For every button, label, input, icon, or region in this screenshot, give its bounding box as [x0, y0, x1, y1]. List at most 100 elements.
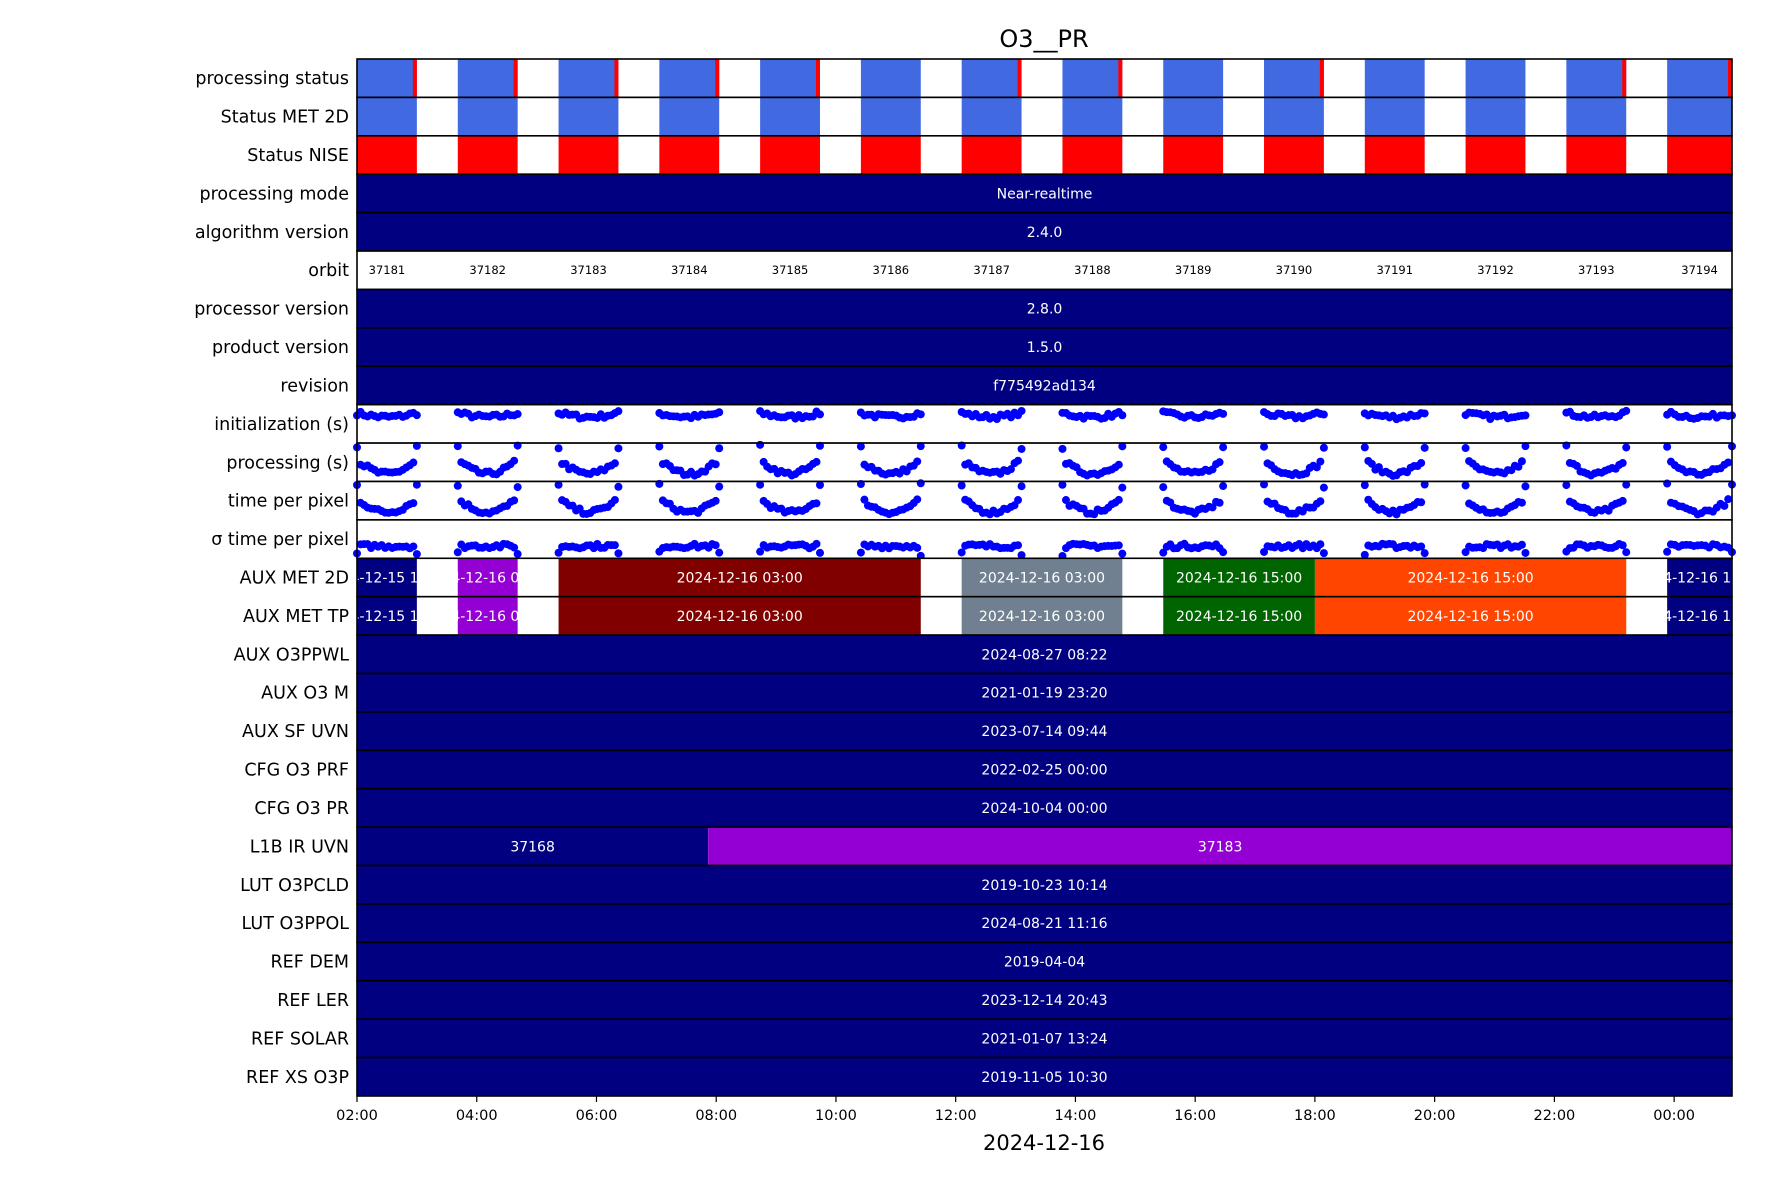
data-point — [1114, 460, 1123, 469]
bar-segment — [961, 596, 1123, 636]
status-block — [1667, 97, 1732, 136]
data-point — [1114, 495, 1123, 504]
status-block — [1667, 59, 1732, 98]
data-point — [711, 541, 720, 550]
status-block — [961, 135, 1022, 175]
row-status-met-2d: Status MET 2D — [221, 96, 1733, 137]
bar-segment — [1667, 596, 1732, 636]
data-point — [1118, 411, 1127, 420]
data-point — [1014, 496, 1023, 505]
segment-label: 2021-01-07 13:24 — [981, 1031, 1107, 1047]
status-flag — [513, 59, 518, 98]
row-label: LUT O3PPOL — [242, 914, 350, 934]
data-point — [715, 444, 724, 453]
row-label: processing mode — [199, 184, 349, 204]
bar-segment — [357, 827, 709, 866]
data-point — [957, 481, 966, 490]
data-point — [1118, 483, 1127, 492]
data-point — [1219, 409, 1228, 418]
data-point — [715, 408, 724, 417]
row-label: CFG O3 PR — [254, 799, 349, 819]
data-point — [1017, 551, 1026, 560]
data-point — [1319, 549, 1328, 558]
bar-segment — [357, 865, 1732, 904]
row-status-nise: Status NISE — [247, 135, 1733, 176]
status-block — [961, 97, 1022, 136]
orbit-label: 37193 — [1578, 263, 1615, 277]
data-point — [1006, 465, 1015, 474]
x-tick-label: 04:00 — [456, 1108, 498, 1124]
row-label: L1B IR UVN — [250, 837, 349, 857]
data-point — [711, 460, 720, 469]
bar-segment — [961, 558, 1123, 597]
status-block — [659, 135, 720, 175]
orbit-label: 37191 — [1376, 263, 1413, 277]
x-tick-label: 22:00 — [1533, 1108, 1575, 1124]
bar-segment — [357, 558, 417, 597]
data-point — [715, 548, 724, 557]
bar-segment — [357, 212, 1732, 252]
row-background — [357, 519, 1732, 559]
bar-segment — [357, 635, 1732, 674]
status-block — [1566, 135, 1627, 175]
data-point — [856, 548, 865, 557]
x-tick-label: 08:00 — [695, 1108, 737, 1124]
data-point — [1260, 442, 1269, 451]
status-block — [558, 135, 619, 175]
status-block — [457, 59, 518, 98]
data-point — [1663, 442, 1672, 451]
data-point — [1017, 406, 1026, 415]
data-point — [1622, 480, 1631, 489]
data-point — [510, 543, 519, 552]
row-time-per-pixel: time per pixel — [228, 479, 1736, 521]
row-lut-o3pcld: 2019-10-23 10:14 LUT O3PCLD — [240, 864, 1733, 905]
bar-segment — [357, 673, 1732, 712]
data-point — [1367, 459, 1376, 468]
status-block — [760, 97, 820, 136]
data-point — [1316, 497, 1325, 506]
data-point — [916, 442, 925, 451]
row-processing-status: processing status — [195, 58, 1733, 99]
data-point — [1618, 459, 1627, 468]
data-point — [1724, 458, 1733, 467]
data-point — [513, 550, 522, 559]
bar-segment — [558, 558, 921, 597]
orbit-label: 37185 — [772, 263, 809, 277]
row-label: orbit — [308, 261, 349, 281]
status-flag — [1728, 59, 1732, 98]
row-l1b-ir-uvn: 37168 37183 L1B IR UVN — [250, 826, 1733, 867]
row-label: REF SOLAR — [251, 1029, 349, 1049]
data-point — [1618, 496, 1627, 505]
data-point — [913, 457, 922, 466]
row-label: product version — [212, 338, 349, 358]
data-point — [957, 548, 966, 557]
row-label: time per pixel — [228, 492, 349, 512]
data-point — [412, 480, 421, 489]
data-point — [409, 542, 418, 551]
segment-label: 2024-12-15 15:00 — [324, 571, 450, 587]
row-algorithm-version: 2.4.0 algorithm version — [195, 211, 1733, 252]
status-block — [860, 97, 921, 136]
status-block — [760, 59, 820, 98]
row-label: LUT O3PCLD — [240, 876, 349, 896]
data-point — [554, 444, 563, 453]
status-block — [1062, 59, 1123, 98]
data-point — [1061, 496, 1070, 505]
segment-label: 2.4.0 — [1027, 225, 1063, 241]
data-point — [1521, 442, 1530, 451]
data-point — [1159, 443, 1168, 452]
row-label: processing (s) — [226, 453, 349, 473]
x-axis: 02:00 04:00 06:00 08:00 10:00 12:00 14:00 16:00… — [336, 1096, 1695, 1124]
data-point — [1260, 547, 1269, 556]
bar-segment — [1314, 596, 1627, 636]
status-block — [357, 135, 417, 175]
bar-segment — [357, 980, 1732, 1020]
data-point — [715, 482, 724, 491]
x-tick-label: 16:00 — [1174, 1108, 1216, 1124]
status-flag — [614, 59, 619, 98]
row-aux-o3-m: 2021-01-19 23:20 AUX O3 M — [261, 672, 1733, 713]
data-point — [453, 481, 462, 490]
data-point — [1316, 540, 1325, 549]
data-point — [1521, 411, 1530, 420]
